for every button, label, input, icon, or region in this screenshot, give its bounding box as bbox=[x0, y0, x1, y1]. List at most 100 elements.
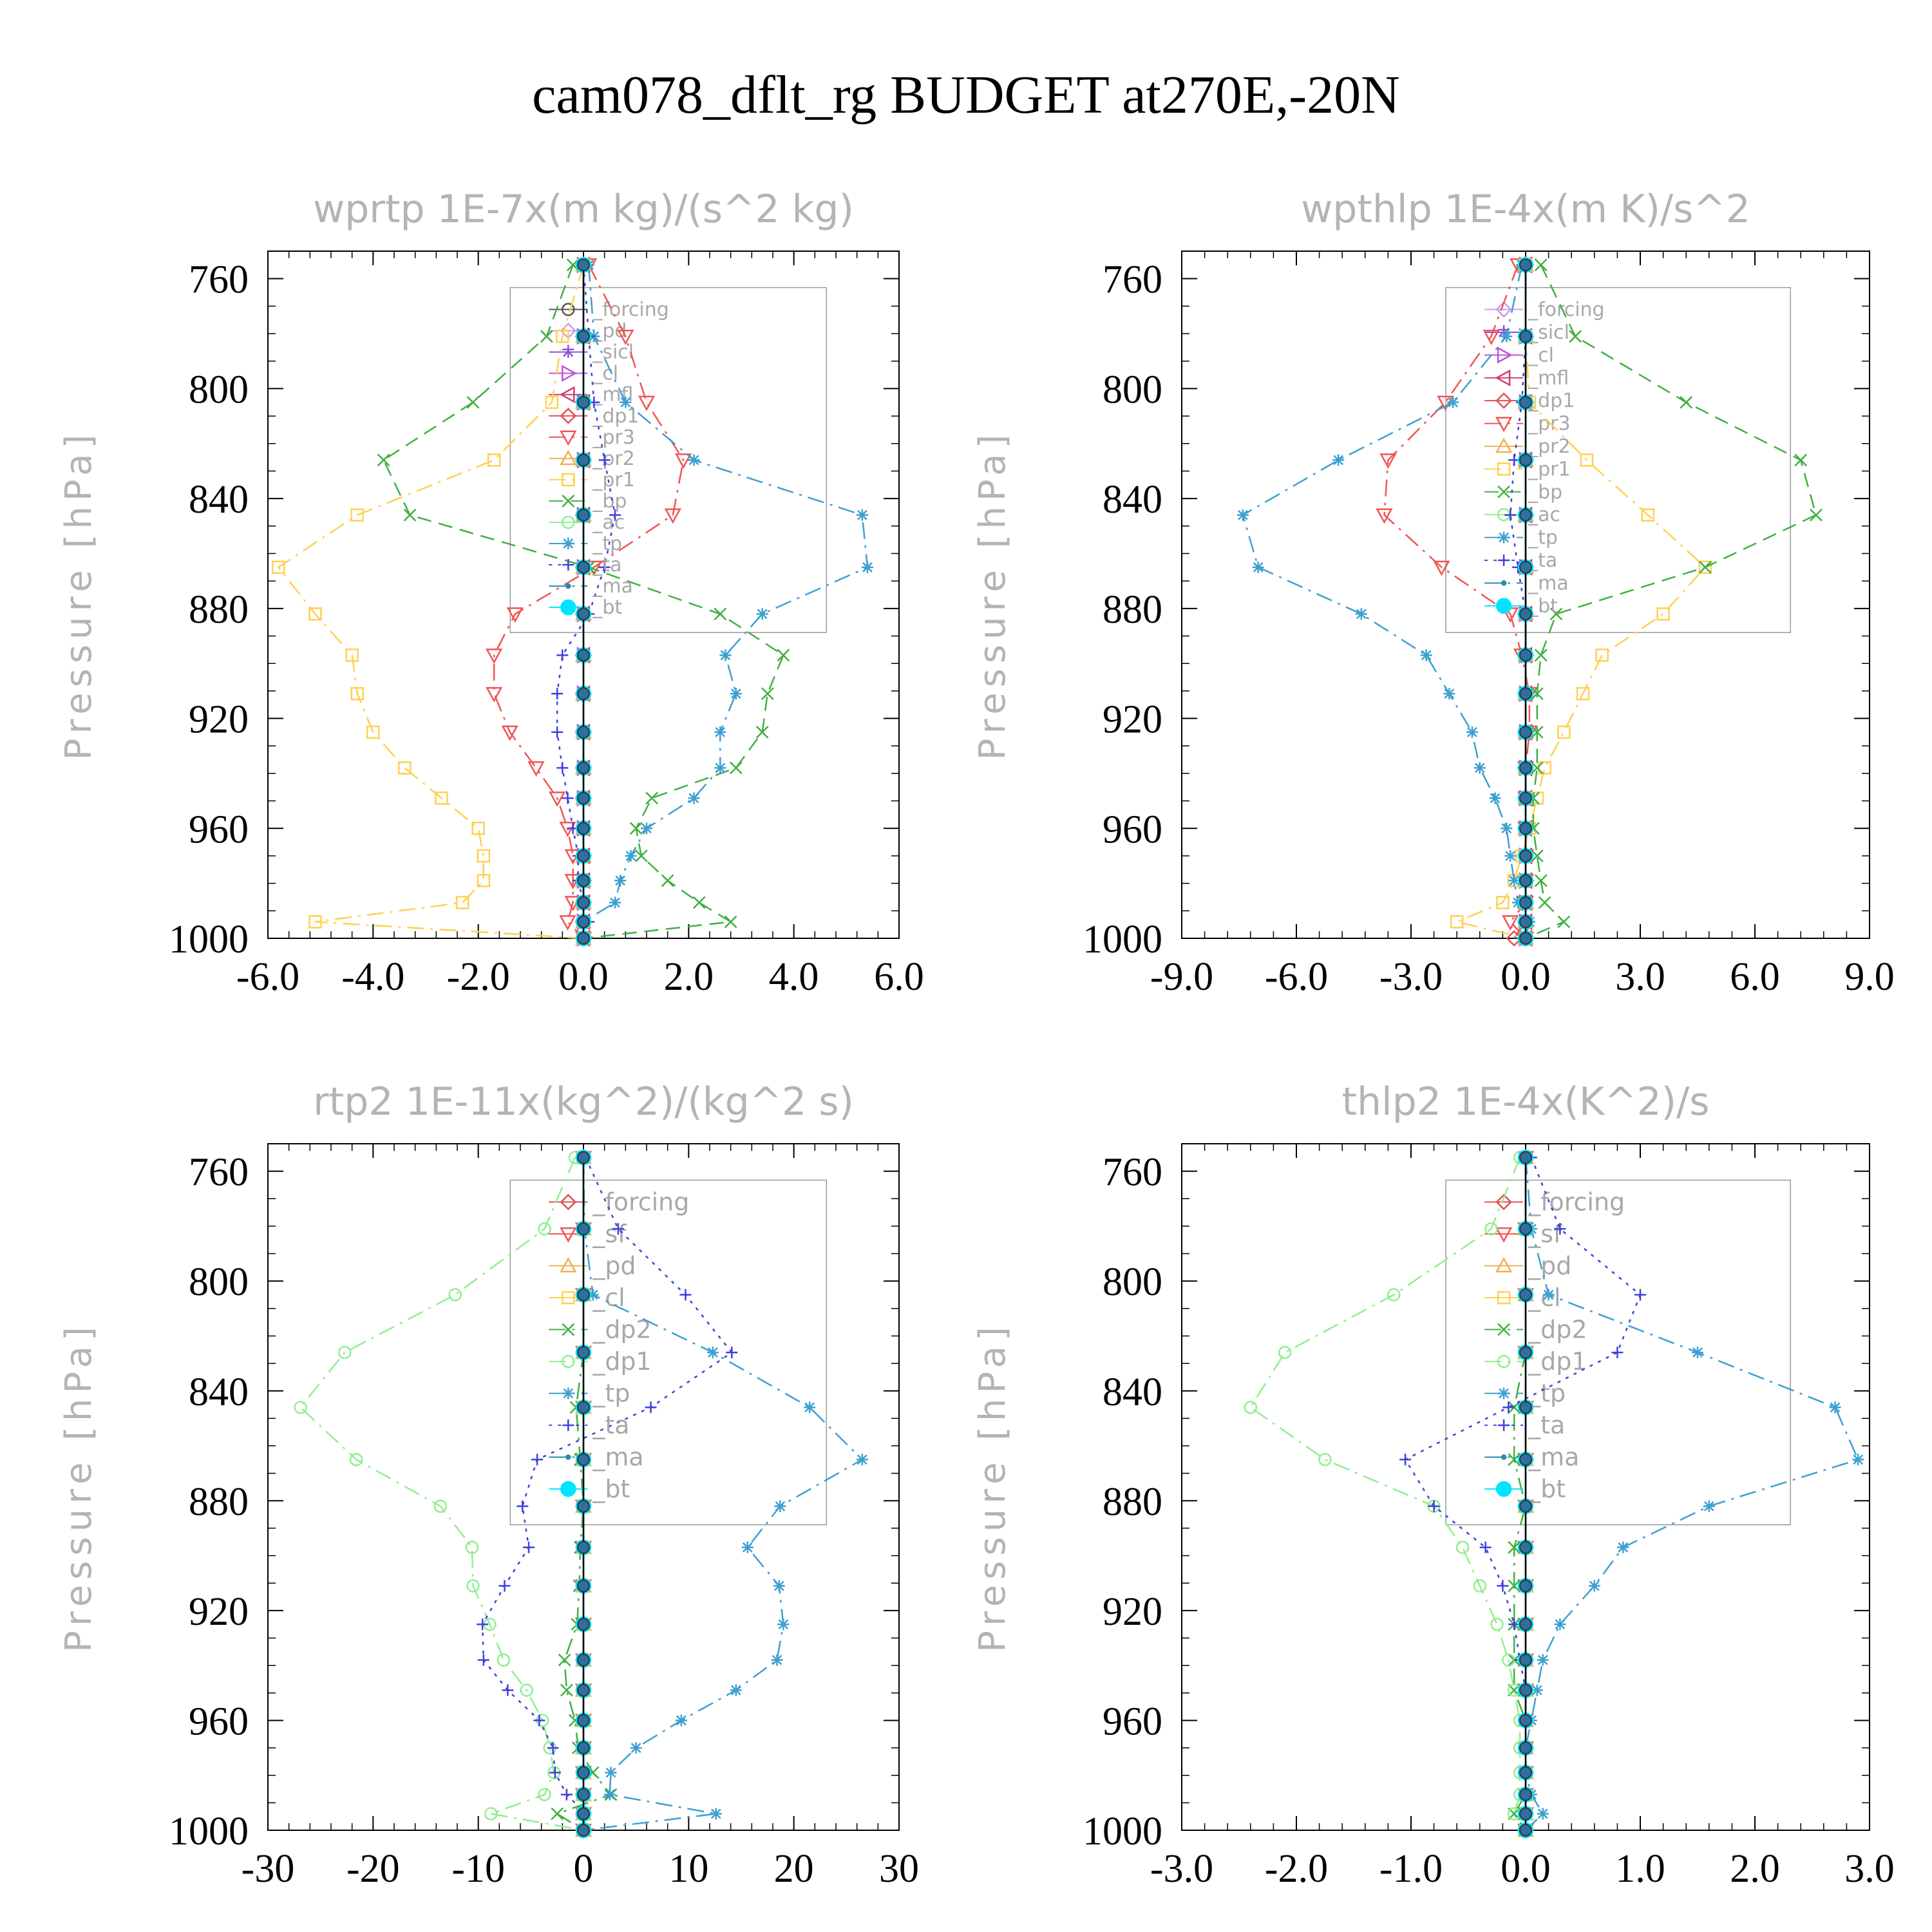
data-point bbox=[1479, 1541, 1492, 1553]
zero-line-marker bbox=[1519, 649, 1532, 662]
data-point bbox=[538, 1222, 551, 1236]
data-point bbox=[1466, 726, 1478, 738]
zero-line-marker bbox=[577, 896, 590, 909]
zero-line-marker bbox=[577, 932, 590, 945]
zero-line-marker bbox=[1519, 874, 1532, 887]
y-tick-label: 840 bbox=[189, 1370, 249, 1414]
zero-line-marker bbox=[1519, 932, 1532, 945]
legend-marker bbox=[1497, 346, 1513, 364]
zero-line-marker bbox=[1519, 1807, 1532, 1821]
y-tick-label: 880 bbox=[189, 1480, 249, 1524]
data-point bbox=[1490, 1617, 1504, 1631]
legend-marker bbox=[562, 538, 574, 550]
data-point bbox=[1236, 509, 1249, 521]
data-point bbox=[1698, 560, 1712, 574]
data-point bbox=[527, 761, 545, 777]
y-tick-label: 840 bbox=[1103, 478, 1162, 522]
data-point bbox=[612, 1223, 624, 1235]
x-tick-label: -3.0 bbox=[1150, 1847, 1213, 1891]
series-line bbox=[493, 264, 685, 939]
legend-label: _sicl bbox=[1528, 321, 1569, 344]
zero-line-marker bbox=[577, 849, 590, 862]
data-point bbox=[730, 1684, 742, 1696]
data-point bbox=[308, 607, 322, 621]
data-point bbox=[350, 508, 365, 522]
legend-box bbox=[509, 287, 828, 633]
data-point bbox=[497, 1653, 511, 1667]
data-point bbox=[1534, 874, 1548, 887]
y-tick-label: 920 bbox=[1103, 698, 1162, 742]
data-point bbox=[688, 792, 700, 804]
data-point bbox=[1692, 1347, 1703, 1359]
legend-entry: _bt bbox=[549, 596, 622, 619]
legend-label: _pr2 bbox=[1528, 435, 1570, 458]
x-tick-label: 3.0 bbox=[1844, 1847, 1895, 1891]
x-tick-label: -4.0 bbox=[341, 955, 404, 999]
zero-line-marker bbox=[1519, 822, 1532, 835]
data-point bbox=[477, 1654, 489, 1666]
legend-marker bbox=[1495, 598, 1512, 614]
data-point bbox=[1508, 1540, 1521, 1554]
zero-line-marker bbox=[1519, 1579, 1532, 1593]
data-point bbox=[1557, 725, 1571, 739]
legend-label: _dp1 bbox=[592, 405, 639, 428]
series-line bbox=[556, 265, 616, 939]
data-point bbox=[1399, 1454, 1412, 1466]
data-point bbox=[729, 761, 743, 775]
zero-line-marker bbox=[1519, 258, 1532, 272]
data-point bbox=[403, 508, 417, 522]
legend-marker bbox=[560, 1481, 576, 1497]
data-point bbox=[465, 1540, 479, 1555]
data-point bbox=[337, 1345, 352, 1359]
figure-title: cam078_dflt_rg BUDGET at270E,-20N bbox=[532, 65, 1400, 125]
zero-line-marker bbox=[577, 822, 590, 835]
legend-label: _pr1 bbox=[592, 469, 634, 491]
legend-marker bbox=[1497, 485, 1510, 498]
legend-marker bbox=[1495, 437, 1513, 453]
data-point bbox=[540, 330, 553, 343]
legend-label: _cl bbox=[1528, 1283, 1560, 1312]
zero-line-marker bbox=[1519, 725, 1532, 739]
legend-label: _bp bbox=[1528, 481, 1562, 504]
data-point bbox=[1634, 1289, 1646, 1301]
legend-label: _pr2 bbox=[592, 448, 634, 470]
data-point bbox=[1794, 453, 1808, 467]
legend-entry: _tp bbox=[1484, 527, 1558, 549]
y-tick-label: 1000 bbox=[1083, 1810, 1162, 1853]
series-line bbox=[277, 264, 585, 940]
data-point bbox=[1504, 849, 1517, 862]
legend-marker bbox=[560, 1227, 577, 1243]
zero-line-marker bbox=[577, 761, 590, 775]
data-point bbox=[502, 1684, 514, 1696]
data-point bbox=[617, 330, 634, 345]
y-tick-label: 920 bbox=[189, 1590, 249, 1634]
legend-entry: _cl bbox=[1484, 344, 1554, 366]
zero-line-marker bbox=[1519, 1346, 1532, 1359]
zero-line-marker bbox=[577, 1766, 590, 1779]
y-tick-label: 800 bbox=[189, 368, 249, 412]
data-point bbox=[761, 687, 774, 701]
zero-line-marker bbox=[577, 453, 590, 467]
legend-marker bbox=[562, 345, 574, 358]
zero-line-marker bbox=[1519, 508, 1532, 522]
legend-marker bbox=[562, 1387, 574, 1399]
legend-label: _sicl bbox=[592, 341, 634, 364]
x-tick-label: -10 bbox=[451, 1847, 505, 1891]
data-point bbox=[551, 726, 564, 738]
x-tick-label: 0 bbox=[574, 1847, 594, 1891]
data-point bbox=[862, 561, 873, 573]
legend-marker bbox=[1495, 417, 1513, 433]
legend-label: _pr3 bbox=[592, 426, 634, 449]
legend-marker bbox=[1498, 1419, 1510, 1432]
zero-line-marker bbox=[1519, 1453, 1532, 1466]
y-tick-label: 1000 bbox=[169, 918, 249, 961]
legend-label: _forcing bbox=[592, 1188, 689, 1216]
data-point bbox=[777, 1618, 790, 1631]
data-point bbox=[1569, 330, 1582, 343]
zero-line-marker bbox=[577, 725, 590, 739]
panel-3: rtp2 1E-11x(kg^2)/(kg^2 s) Pressure [hPa]… bbox=[58, 1079, 919, 1891]
data-point bbox=[487, 453, 501, 467]
data-point bbox=[448, 1288, 462, 1302]
x-tick-label: -30 bbox=[242, 1847, 295, 1891]
